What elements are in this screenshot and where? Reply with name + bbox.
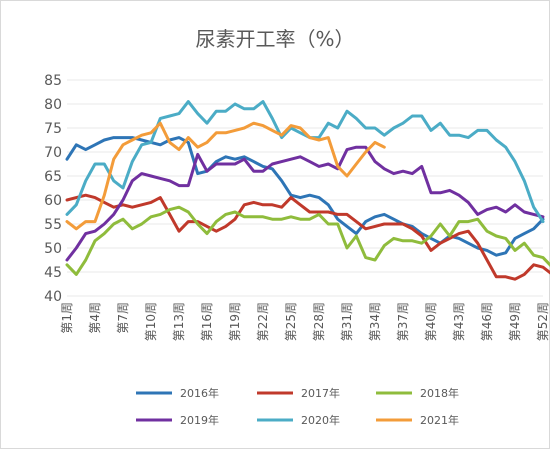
x-tick-label: 第16周 (200, 302, 214, 341)
legend: 2016年 2017年 2018年 2019年 2020年 2021年 (136, 386, 459, 427)
legend-label: 2021年 (420, 413, 459, 427)
legend-label: 2020年 (301, 413, 340, 427)
y-tick-label: 40 (44, 289, 62, 305)
y-tick-label: 60 (44, 193, 62, 209)
series-line (65, 145, 545, 262)
y-tick-label: 55 (44, 217, 62, 233)
x-tick-label: 第19周 (228, 302, 242, 341)
x-tick-label: 第46周 (480, 302, 494, 341)
x-tick-label: 第13周 (172, 302, 186, 341)
x-tick-label: 第40周 (424, 302, 438, 341)
legend-label: 2018年 (420, 386, 459, 400)
legend-label: 2019年 (180, 413, 219, 427)
series-layer (65, 100, 550, 281)
series-line (65, 136, 545, 257)
y-tick-label: 70 (44, 145, 62, 161)
y-tick-label: 80 (44, 97, 62, 113)
y-tick-label: 45 (44, 265, 62, 281)
series-line (65, 205, 550, 276)
y-tick-label: 85 (44, 73, 62, 89)
x-tick-label: 第34周 (368, 302, 382, 341)
x-tick-label: 第4周 (88, 302, 102, 334)
x-axis-ticks: 第1周 第4周 第7周 第10周 第13周 第16周 第19周 第22周 第25周 第28周 第31… (60, 302, 550, 341)
x-tick-label: 第52周 (536, 302, 550, 341)
x-tick-label: 第31周 (340, 302, 354, 341)
x-tick-label: 第28周 (312, 302, 326, 341)
x-tick-label: 第43周 (452, 302, 466, 341)
legend-label: 2017年 (301, 386, 340, 400)
x-tick-label: 第1周 (60, 302, 74, 334)
y-tick-label: 50 (44, 241, 62, 257)
x-tick-label: 第49周 (508, 302, 522, 341)
series-line (65, 100, 545, 224)
x-tick-label: 第7周 (116, 302, 130, 334)
y-tick-label: 65 (44, 169, 62, 185)
legend-label: 2016年 (180, 386, 219, 400)
x-tick-label: 第10周 (144, 302, 158, 341)
chart-title: 尿素开工率（%） (195, 27, 354, 51)
series-line (65, 121, 386, 231)
y-tick-label: 75 (44, 121, 62, 137)
y-axis-ticks: 40 45 50 55 60 65 70 75 80 85 (44, 73, 62, 305)
x-tick-label: 第25周 (284, 302, 298, 341)
grid-layer (67, 79, 543, 297)
x-tick-label: 第37周 (396, 302, 410, 341)
x-tick-label: 第22周 (256, 302, 270, 341)
series-line (65, 193, 550, 281)
